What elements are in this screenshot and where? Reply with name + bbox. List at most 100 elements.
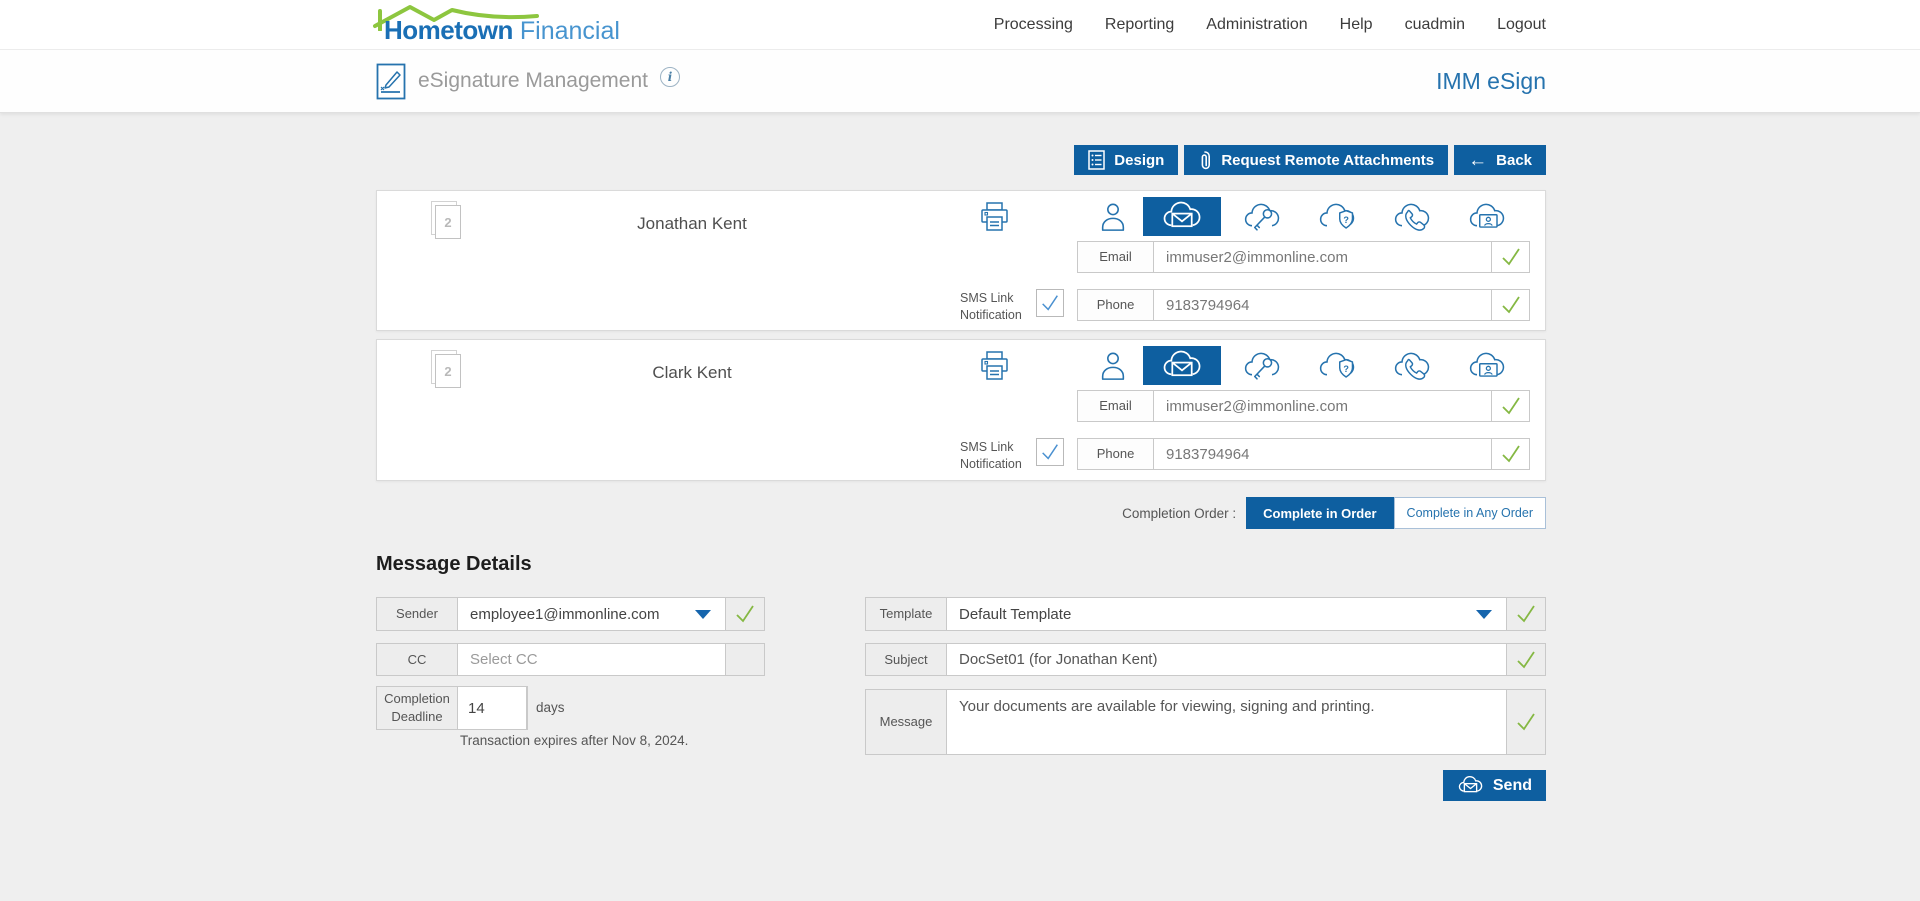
recipient-phone-row: Phone <box>1077 438 1530 470</box>
template-row: Template Default Template <box>865 597 1546 631</box>
email-delivery-icon-selected[interactable] <box>1143 346 1221 385</box>
green-check-icon <box>736 605 754 623</box>
blue-check-icon <box>1042 295 1058 311</box>
template-select[interactable]: Default Template <box>947 606 1506 623</box>
email-delivery-icon-selected[interactable] <box>1143 197 1221 236</box>
nav-item-reporting[interactable]: Reporting <box>1104 15 1175 33</box>
green-check-icon <box>1501 445 1520 463</box>
access-code-icon[interactable] <box>1242 351 1282 382</box>
design-button[interactable]: Design <box>1074 145 1179 175</box>
green-check-icon <box>1517 713 1535 731</box>
info-icon[interactable]: i <box>660 67 680 87</box>
design-button-label: Design <box>1114 151 1165 169</box>
sms-link-notification-checkbox[interactable] <box>1036 289 1064 317</box>
phone-label: Phone <box>1078 290 1154 320</box>
recipient-card-jonathan-kent: 2 Jonathan Kent <box>376 190 1546 331</box>
cc-label: CC <box>377 644 457 675</box>
document-count: 2 <box>444 363 452 379</box>
in-person-signing-icon[interactable] <box>1093 201 1133 232</box>
back-arrow-icon: ← <box>1468 149 1488 171</box>
id-verification-icon[interactable] <box>1467 351 1507 382</box>
cc-input[interactable] <box>458 644 725 675</box>
recipient-phone-row: Phone <box>1077 289 1530 321</box>
sender-select[interactable]: employee1@immonline.com <box>458 606 725 623</box>
design-form-icon <box>1088 150 1106 170</box>
phone-authentication-icon[interactable] <box>1392 351 1432 382</box>
template-label: Template <box>866 598 946 630</box>
nav-item-user[interactable]: cuadmin <box>1404 15 1466 33</box>
blue-check-icon <box>1042 444 1058 460</box>
message-textarea[interactable]: Your documents are available for viewing… <box>947 690 1506 754</box>
security-question-icon[interactable]: ? <box>1317 351 1357 382</box>
security-question-icon[interactable]: ? <box>1317 202 1357 233</box>
completion-deadline-label: Completion Deadline <box>377 687 457 729</box>
sender-label: Sender <box>377 598 457 630</box>
template-value: Default Template <box>959 605 1072 623</box>
template-valid-cell <box>1507 598 1545 630</box>
print-icon[interactable] <box>977 349 1011 388</box>
back-button-label: Back <box>1496 151 1532 169</box>
phone-label: Phone <box>1078 439 1154 469</box>
complete-in-order-toggle[interactable]: Complete in Order <box>1246 497 1394 529</box>
recipient-card-clark-kent: 2 Clark Kent <box>376 339 1546 481</box>
recipient-name: Clark Kent <box>652 363 732 382</box>
message-details-title: Message Details <box>376 553 532 575</box>
logo-text-bold: Hometown <box>384 14 513 45</box>
sms-link-notification-label: SMS Link Notification <box>960 440 1022 471</box>
nav-item-logout[interactable]: Logout <box>1497 15 1546 33</box>
nav-item-help[interactable]: Help <box>1339 15 1373 33</box>
sms-link-notification-label: SMS Link Notification <box>960 291 1022 322</box>
phone-valid-cell <box>1491 290 1529 320</box>
page-header-bar: eSignature Management i IMM eSign <box>0 50 1920 113</box>
svg-text:?: ? <box>1343 215 1349 225</box>
paperclip-icon <box>1201 150 1211 169</box>
complete-in-any-order-toggle[interactable]: Complete in Any Order <box>1393 497 1546 529</box>
phone-authentication-icon[interactable] <box>1392 202 1432 233</box>
cc-valid-cell <box>726 644 764 675</box>
document-count-icon: 2 <box>431 201 461 239</box>
document-count: 2 <box>444 214 452 230</box>
esign-document-icon <box>376 63 406 99</box>
deadline-unit-label: days <box>536 700 565 715</box>
completion-deadline-input[interactable] <box>458 687 526 729</box>
send-row: Send <box>376 770 1546 801</box>
email-label: Email <box>1078 391 1154 421</box>
logo-roof-icon <box>373 4 539 31</box>
top-nav-bar: Hometown Financial Processing Reporting A… <box>0 0 1920 50</box>
green-check-icon <box>1517 605 1535 623</box>
recipient-name: Jonathan Kent <box>637 214 747 233</box>
phone-input[interactable] <box>1154 290 1491 320</box>
nav-item-administration[interactable]: Administration <box>1206 15 1308 33</box>
back-button[interactable]: ← Back <box>1454 145 1546 175</box>
completion-order-label: Completion Order : <box>1122 505 1237 521</box>
cc-row: CC <box>376 643 765 676</box>
complete-in-order-label: Complete in Order <box>1263 505 1377 521</box>
id-verification-icon[interactable] <box>1467 202 1507 233</box>
subject-label: Subject <box>866 644 946 675</box>
subject-valid-cell <box>1507 644 1545 675</box>
hometown-financial-logo[interactable]: Hometown Financial <box>373 2 656 48</box>
message-label: Message <box>866 690 946 754</box>
request-remote-attachments-button[interactable]: Request Remote Attachments <box>1184 145 1449 175</box>
print-icon[interactable] <box>977 200 1011 239</box>
sender-row: Sender employee1@immonline.com <box>376 597 765 631</box>
in-person-signing-icon[interactable] <box>1093 350 1133 381</box>
svg-text:?: ? <box>1343 364 1349 374</box>
nav-item-processing[interactable]: Processing <box>993 15 1073 33</box>
sender-value: employee1@immonline.com <box>470 605 660 623</box>
phone-input[interactable] <box>1154 439 1491 469</box>
access-code-icon[interactable] <box>1242 202 1282 233</box>
green-check-icon <box>1517 651 1535 668</box>
send-button[interactable]: Send <box>1442 770 1546 801</box>
subject-input[interactable] <box>947 644 1506 675</box>
phone-valid-cell <box>1491 439 1529 469</box>
email-valid-cell <box>1491 391 1529 421</box>
email-input[interactable] <box>1154 391 1491 421</box>
message-row: Message Your documents are available for… <box>865 689 1546 755</box>
completion-deadline-row: Completion Deadline <box>376 686 528 730</box>
page-title: eSignature Management <box>418 69 648 92</box>
email-input[interactable] <box>1154 242 1491 272</box>
green-check-icon <box>1501 397 1520 415</box>
sms-link-notification-checkbox[interactable] <box>1036 438 1064 466</box>
